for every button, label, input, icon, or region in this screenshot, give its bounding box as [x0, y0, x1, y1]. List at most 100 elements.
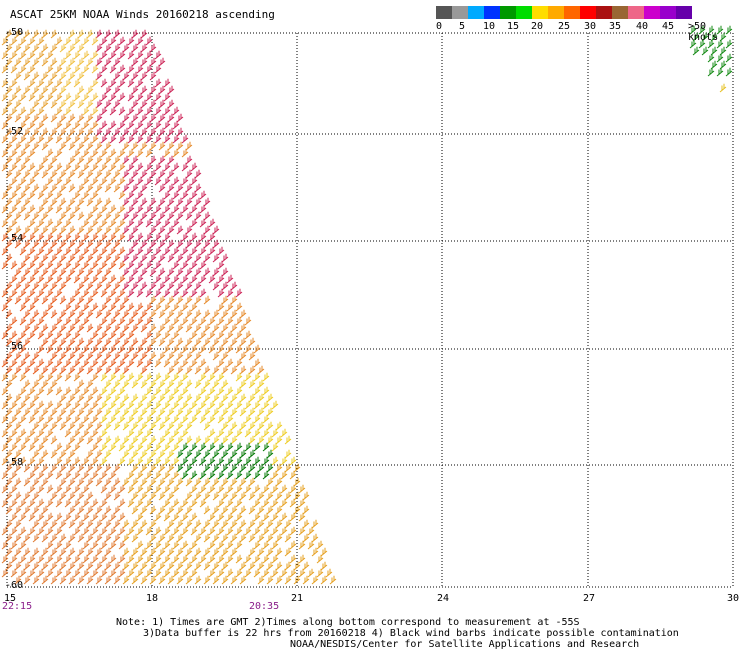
wind-barb — [68, 491, 76, 501]
wind-barb — [136, 372, 144, 382]
wind-barb — [154, 78, 162, 88]
wind-barb — [158, 281, 166, 291]
wind-barb — [203, 239, 211, 249]
wind-barb — [154, 414, 162, 424]
wind-barb — [10, 78, 18, 88]
wind-barb — [167, 379, 175, 389]
wind-barb — [50, 421, 58, 431]
wind-barb — [1, 386, 9, 396]
wind-barb — [190, 330, 198, 340]
wind-barb — [77, 351, 85, 361]
wind-barb — [131, 127, 139, 137]
colorbar-swatch — [644, 6, 660, 19]
wind-barb — [37, 190, 45, 200]
wind-barb — [14, 337, 22, 347]
wind-barb — [73, 456, 81, 466]
wind-barb — [149, 99, 157, 109]
wind-barb — [266, 463, 274, 473]
wind-barb — [1, 36, 9, 46]
lon-label-15: 15 — [4, 593, 17, 604]
wind-barb — [95, 127, 103, 137]
wind-barb — [149, 491, 157, 501]
wind-barb — [149, 463, 157, 473]
wind-barb — [145, 372, 153, 382]
wind-barb — [226, 302, 234, 312]
wind-barb — [55, 358, 63, 368]
wind-barb — [91, 358, 99, 368]
wind-barb — [73, 414, 81, 424]
wind-barb — [212, 435, 220, 445]
wind-barb — [172, 526, 180, 536]
wind-barb — [82, 540, 90, 550]
wind-barb — [82, 400, 90, 410]
wind-barb — [14, 267, 22, 277]
wind-barb — [55, 498, 63, 508]
wind-barb — [190, 526, 198, 536]
wind-barb — [185, 281, 193, 291]
wind-barb — [118, 456, 126, 466]
wind-barb — [167, 197, 175, 207]
wind-barb — [109, 316, 117, 326]
wind-barb — [226, 428, 234, 438]
wind-barb — [293, 477, 301, 487]
wind-barb — [167, 99, 175, 109]
wind-barb — [145, 302, 153, 312]
wind-barb — [109, 470, 117, 480]
wind-barb — [68, 239, 76, 249]
wind-barb — [82, 526, 90, 536]
wind-barb — [248, 365, 256, 375]
wind-barb — [122, 225, 130, 235]
wind-barb — [208, 512, 216, 522]
wind-barb — [59, 253, 67, 263]
wind-barb — [77, 477, 85, 487]
wind-barb — [14, 547, 22, 557]
wind-barb — [181, 134, 189, 144]
wind-barb — [185, 449, 193, 459]
wind-barb — [68, 253, 76, 263]
wind-barb — [253, 344, 261, 354]
wind-barb — [163, 442, 171, 452]
wind-barb — [77, 575, 85, 585]
wind-barb — [190, 316, 198, 326]
wind-barb — [86, 505, 94, 515]
wind-barb — [55, 162, 63, 172]
wind-barb — [253, 358, 261, 368]
wind-barb — [212, 323, 220, 333]
wind-barb — [10, 274, 18, 284]
wind-barb — [28, 218, 36, 228]
wind-barb — [253, 498, 261, 508]
wind-barb — [235, 372, 243, 382]
wind-barb — [41, 99, 49, 109]
wind-barb — [275, 491, 283, 501]
wind-barb — [131, 281, 139, 291]
wind-barb — [46, 190, 54, 200]
wind-barb — [127, 428, 135, 438]
wind-barb — [77, 57, 85, 67]
wind-barb — [208, 218, 216, 228]
wind-barb — [154, 134, 162, 144]
wind-barb — [86, 435, 94, 445]
wind-barb — [203, 561, 211, 571]
wind-barb — [176, 127, 184, 137]
wind-barb — [118, 64, 126, 74]
wind-barb — [154, 302, 162, 312]
wind-barb — [163, 540, 171, 550]
wind-barb — [127, 302, 135, 312]
wind-barb — [1, 526, 9, 536]
wind-barb — [235, 498, 243, 508]
wind-barb — [23, 225, 31, 235]
wind-barb — [271, 484, 279, 494]
wind-barb — [113, 379, 121, 389]
wind-barb — [41, 169, 49, 179]
wind-barb — [149, 211, 157, 221]
wind-barb — [113, 253, 121, 263]
wind-barb — [100, 274, 108, 284]
wind-barb — [82, 456, 90, 466]
wind-barb — [28, 358, 36, 368]
wind-barb — [172, 288, 180, 298]
wind-barb — [91, 372, 99, 382]
wind-barb — [14, 239, 22, 249]
wind-barb — [59, 43, 67, 53]
wind-barb — [140, 127, 148, 137]
wind-barb — [5, 281, 13, 291]
